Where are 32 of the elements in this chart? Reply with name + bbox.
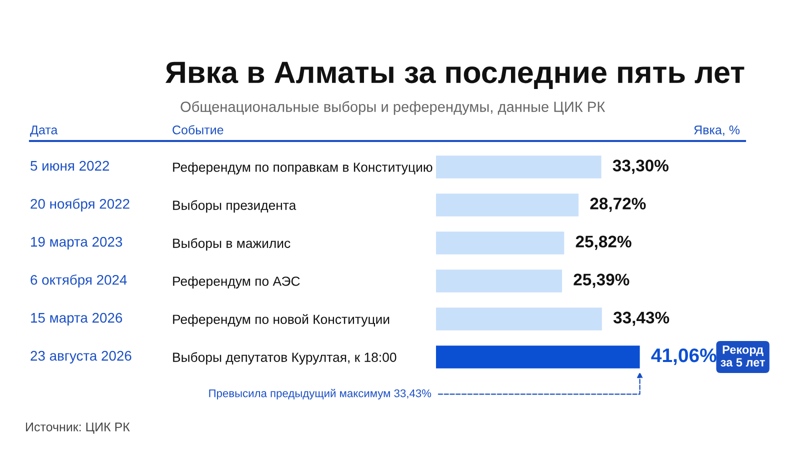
data-label: 41,06% (651, 348, 716, 366)
text: 23 августа 2026 (30, 350, 132, 364)
y-tick-label: Референдум по новой Конституции (173, 314, 390, 327)
data-label: 25,82% (576, 236, 632, 250)
text: 20 ноября 2022 (30, 198, 130, 212)
y-tick-label: Выборы президента (173, 200, 296, 213)
y-tick-label: Референдум по поправкам в Конституцию (173, 162, 432, 175)
y-tick-label: Выборы депутатов Курултая, к 18:00 (173, 352, 396, 365)
text: Превысила предыдущий максимум 33,43% (209, 388, 432, 400)
bar (436, 346, 640, 368)
bar (436, 308, 602, 330)
data-label: 33,30% (612, 160, 668, 174)
y-tick-label: Референдум по АЭС (173, 276, 300, 289)
data-label: 25,39% (574, 274, 630, 288)
text: Явка, % (694, 126, 740, 136)
bar (436, 270, 562, 292)
text: Рекорд за 5 лет (720, 346, 765, 367)
text: Событие (172, 125, 224, 134)
data-label: 33,43% (613, 312, 670, 326)
chart-title: Явка в Алматы за последние пять лет (165, 62, 744, 89)
data-label: 28,72% (590, 198, 646, 212)
text: 19 марта 2023 (31, 236, 122, 250)
y-tick-label: Выборы в мажилис (173, 238, 290, 251)
text: 15 марта 2026 (31, 312, 122, 326)
text: 6 октября 2024 (30, 274, 127, 288)
chart-subtitle: Общенациональные выборы и референдумы, данные ЦИК РК (180, 101, 606, 115)
bar (436, 232, 564, 254)
bar (436, 156, 602, 178)
bar (436, 194, 579, 216)
text: Источник: ЦИК РК (26, 422, 130, 434)
text: Дата (30, 126, 58, 137)
text: 5 июня 2022 (30, 160, 110, 171)
